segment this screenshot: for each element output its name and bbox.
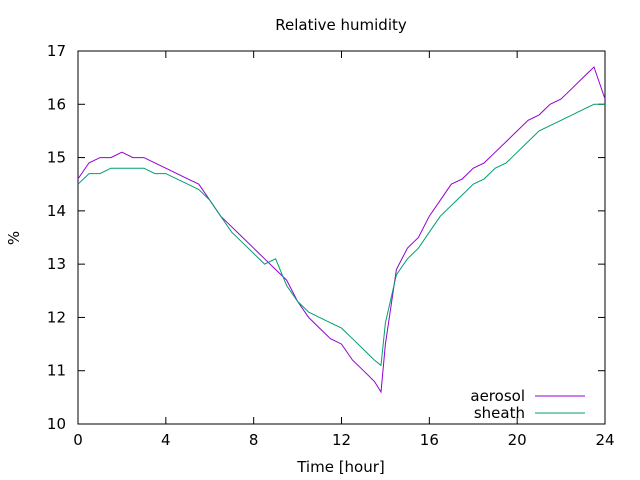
legend-label-aerosol: aerosol	[470, 387, 525, 405]
x-tick-label: 12	[332, 431, 351, 449]
y-tick-label: 17	[47, 42, 66, 60]
y-tick-label: 15	[47, 149, 66, 167]
y-tick-label: 16	[47, 95, 66, 113]
ticks-layer: 0 4 8 12 16 20 24 10 11 12 13 14 15 16 17	[47, 42, 615, 449]
chart-title: Relative humidity	[275, 16, 407, 34]
y-axis-label: %	[5, 231, 23, 245]
y-tick-label: 10	[47, 415, 66, 433]
x-axis-label: Time [hour]	[296, 458, 385, 476]
x-tick-label: 0	[73, 431, 83, 449]
x-tick-label: 8	[249, 431, 259, 449]
x-tick-label: 20	[508, 431, 527, 449]
x-tick-label: 4	[161, 431, 171, 449]
y-tick-label: 11	[47, 362, 66, 380]
series-layer	[77, 66, 606, 394]
x-tick-label: 24	[595, 431, 614, 449]
plot-frame	[77, 50, 606, 425]
y-tick-label: 13	[47, 255, 66, 273]
y-tick-label: 12	[47, 308, 66, 326]
series-line-sheath	[77, 103, 605, 367]
series-line-aerosol	[77, 66, 606, 394]
y-tick-label: 14	[47, 202, 66, 220]
legend-label-sheath: sheath	[474, 404, 525, 422]
x-tick-label: 16	[420, 431, 439, 449]
